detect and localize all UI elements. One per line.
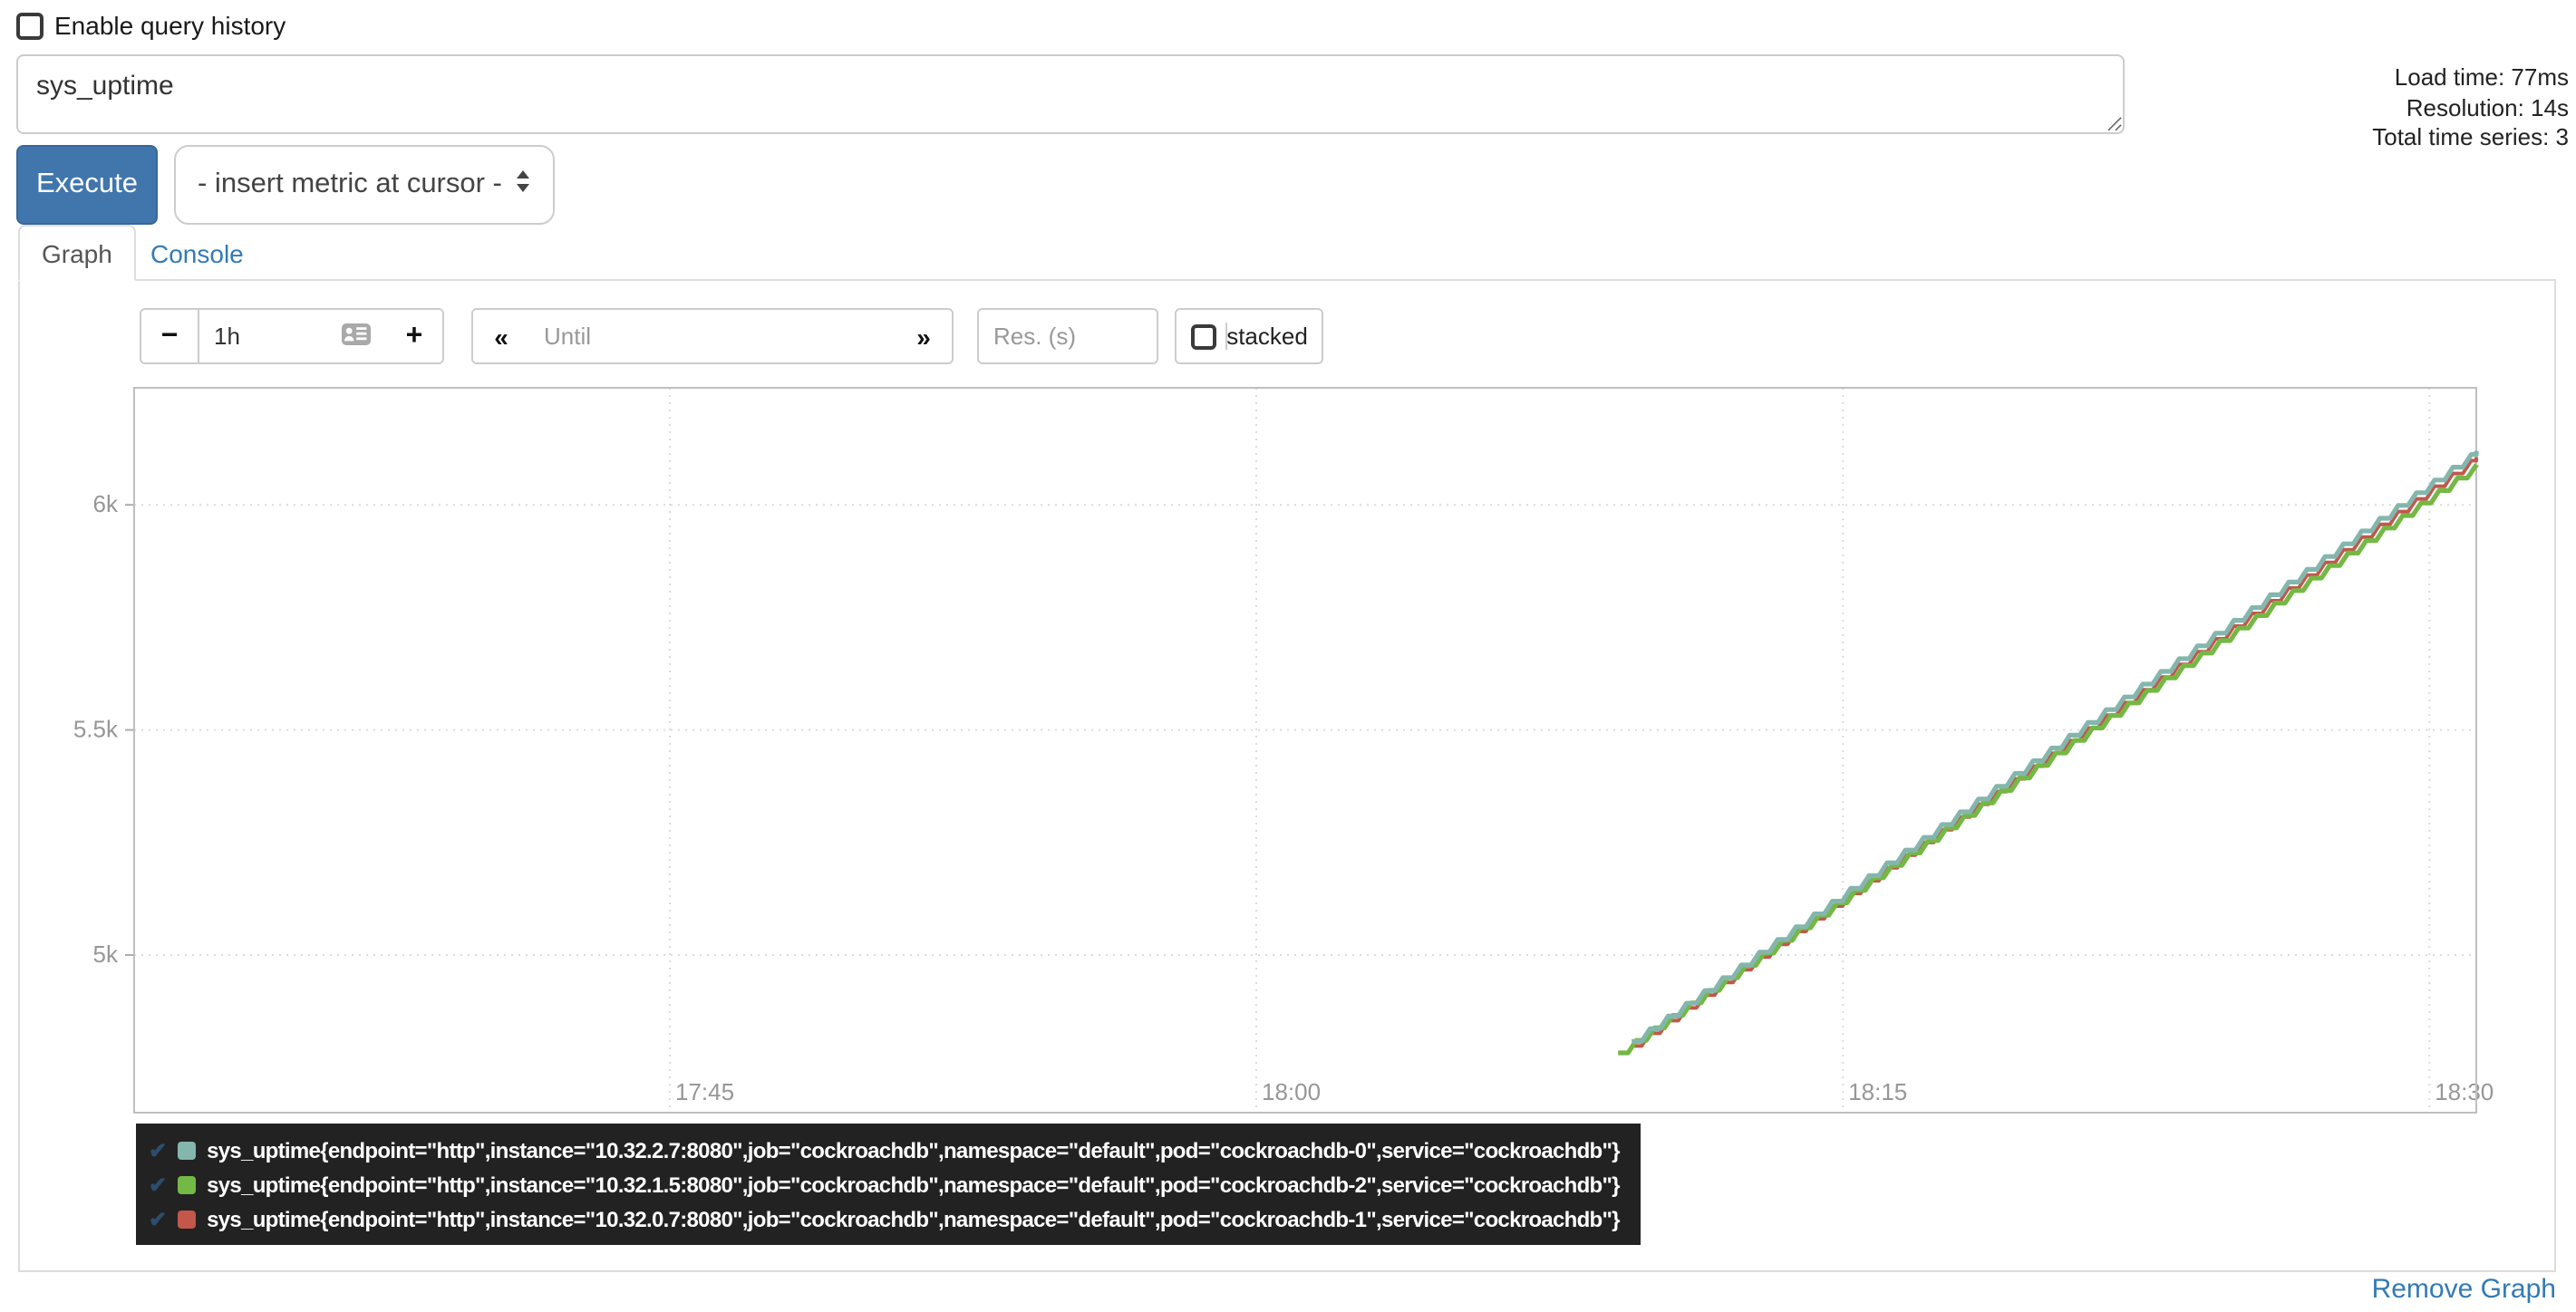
enable-query-history-checkbox[interactable] [16,12,44,39]
x-tick-label: 17:45 [675,1078,734,1105]
x-tick-label: 18:30 [2435,1078,2494,1105]
shift-back-button[interactable]: « [473,310,529,362]
tab-console[interactable]: Console [150,238,244,267]
y-tick-label: 5.5k [73,716,119,743]
range-value: 1h [214,323,240,350]
enable-query-history-label: Enable query history [54,11,286,40]
execute-button[interactable]: Execute [16,145,158,225]
legend-item[interactable]: ✔ sys_uptime{endpoint="http",instance="10… [149,1201,1621,1236]
remove-graph-link[interactable]: Remove Graph [2371,1274,2556,1305]
total-series-stat: Total time series: 3 [2372,123,2569,150]
x-tick-label: 18:15 [1848,1078,1907,1105]
stacked-label: stacked [1225,323,1308,350]
y-tick-label: 6k [93,490,119,517]
tab-graph[interactable]: Graph [18,225,136,281]
legend-item[interactable]: ✔ sys_uptime{endpoint="http",instance="10… [149,1167,1621,1201]
insert-metric-label: - insert metric at cursor - [198,169,502,199]
legend-series-label: sys_uptime{endpoint="http",instance="10.… [207,1172,1620,1197]
shift-forward-button[interactable]: » [896,310,952,362]
stacked-toggle[interactable]: stacked [1175,308,1323,364]
load-time-stat: Load time: 77ms [2394,63,2569,91]
legend-color-swatch [178,1210,197,1228]
resolution-input[interactable] [977,308,1158,364]
graph-panel [18,279,2556,1272]
legend-series-label: sys_uptime{endpoint="http",instance="10.… [207,1206,1620,1231]
calendar-icon[interactable] [341,322,372,351]
range-increase-button[interactable]: + [386,310,442,362]
enable-query-history[interactable]: Enable query history [16,11,286,40]
range-control-group: − 1h + [140,308,444,364]
series-line [1632,450,2479,1044]
resolution-stat: Resolution: 14s [2406,93,2569,121]
legend-check-icon[interactable]: ✔ [149,1137,168,1162]
chart-legend: ✔ sys_uptime{endpoint="http",instance="10… [136,1124,1641,1245]
legend-check-icon[interactable]: ✔ [149,1206,168,1231]
range-decrease-button[interactable]: − [141,310,198,362]
stacked-checkbox[interactable] [1190,323,1216,349]
query-stats: Load time: 77ms Resolution: 14s Total ti… [2372,63,2569,153]
x-tick-label: 18:00 [1262,1078,1321,1105]
legend-color-swatch [178,1141,197,1159]
range-input[interactable]: 1h [198,310,386,362]
until-input[interactable] [529,310,896,362]
legend-item[interactable]: ✔ sys_uptime{endpoint="http",instance="10… [149,1133,1621,1167]
legend-series-label: sys_uptime{endpoint="http",instance="10.… [207,1137,1620,1162]
insert-metric-select[interactable]: - insert metric at cursor - [174,145,555,225]
legend-check-icon[interactable]: ✔ [149,1172,168,1197]
select-arrows-icon [515,168,531,202]
query-expression-input[interactable]: sys_uptime [16,54,2125,134]
time-shift-control-group: « » [471,308,954,364]
y-tick-label: 5k [93,941,119,968]
legend-color-swatch [178,1175,197,1193]
